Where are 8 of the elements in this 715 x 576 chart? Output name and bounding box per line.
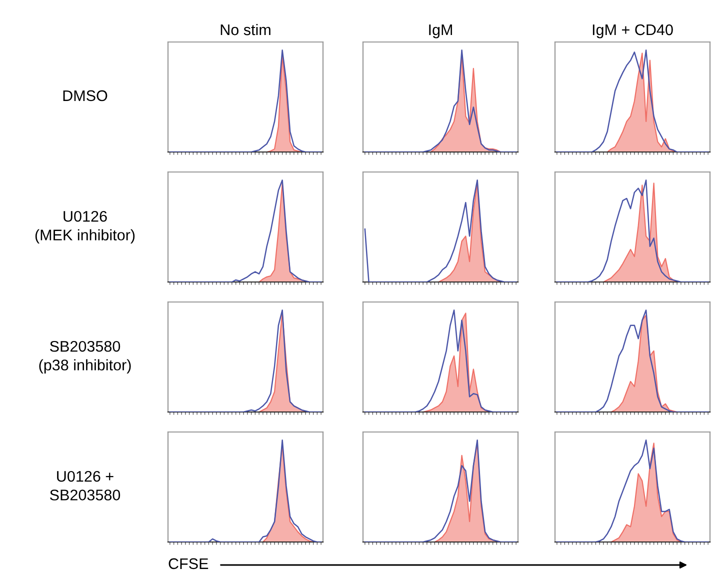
- chart-title: IgM: [429, 24, 452, 38]
- y-axis-title: U0126 (MEK inhibitor): [35, 210, 135, 244]
- y-axis-title: SB203580 (p38 inhibitor): [39, 340, 131, 374]
- y-axis-title: DMSO: [63, 90, 108, 102]
- chart-title: No stim: [220, 24, 270, 36]
- chart-title: IgM + CD40: [592, 24, 673, 38]
- y-axis-title: U0126 + SB203580: [50, 470, 120, 500]
- x-axis-title: CFSE: [168, 558, 208, 570]
